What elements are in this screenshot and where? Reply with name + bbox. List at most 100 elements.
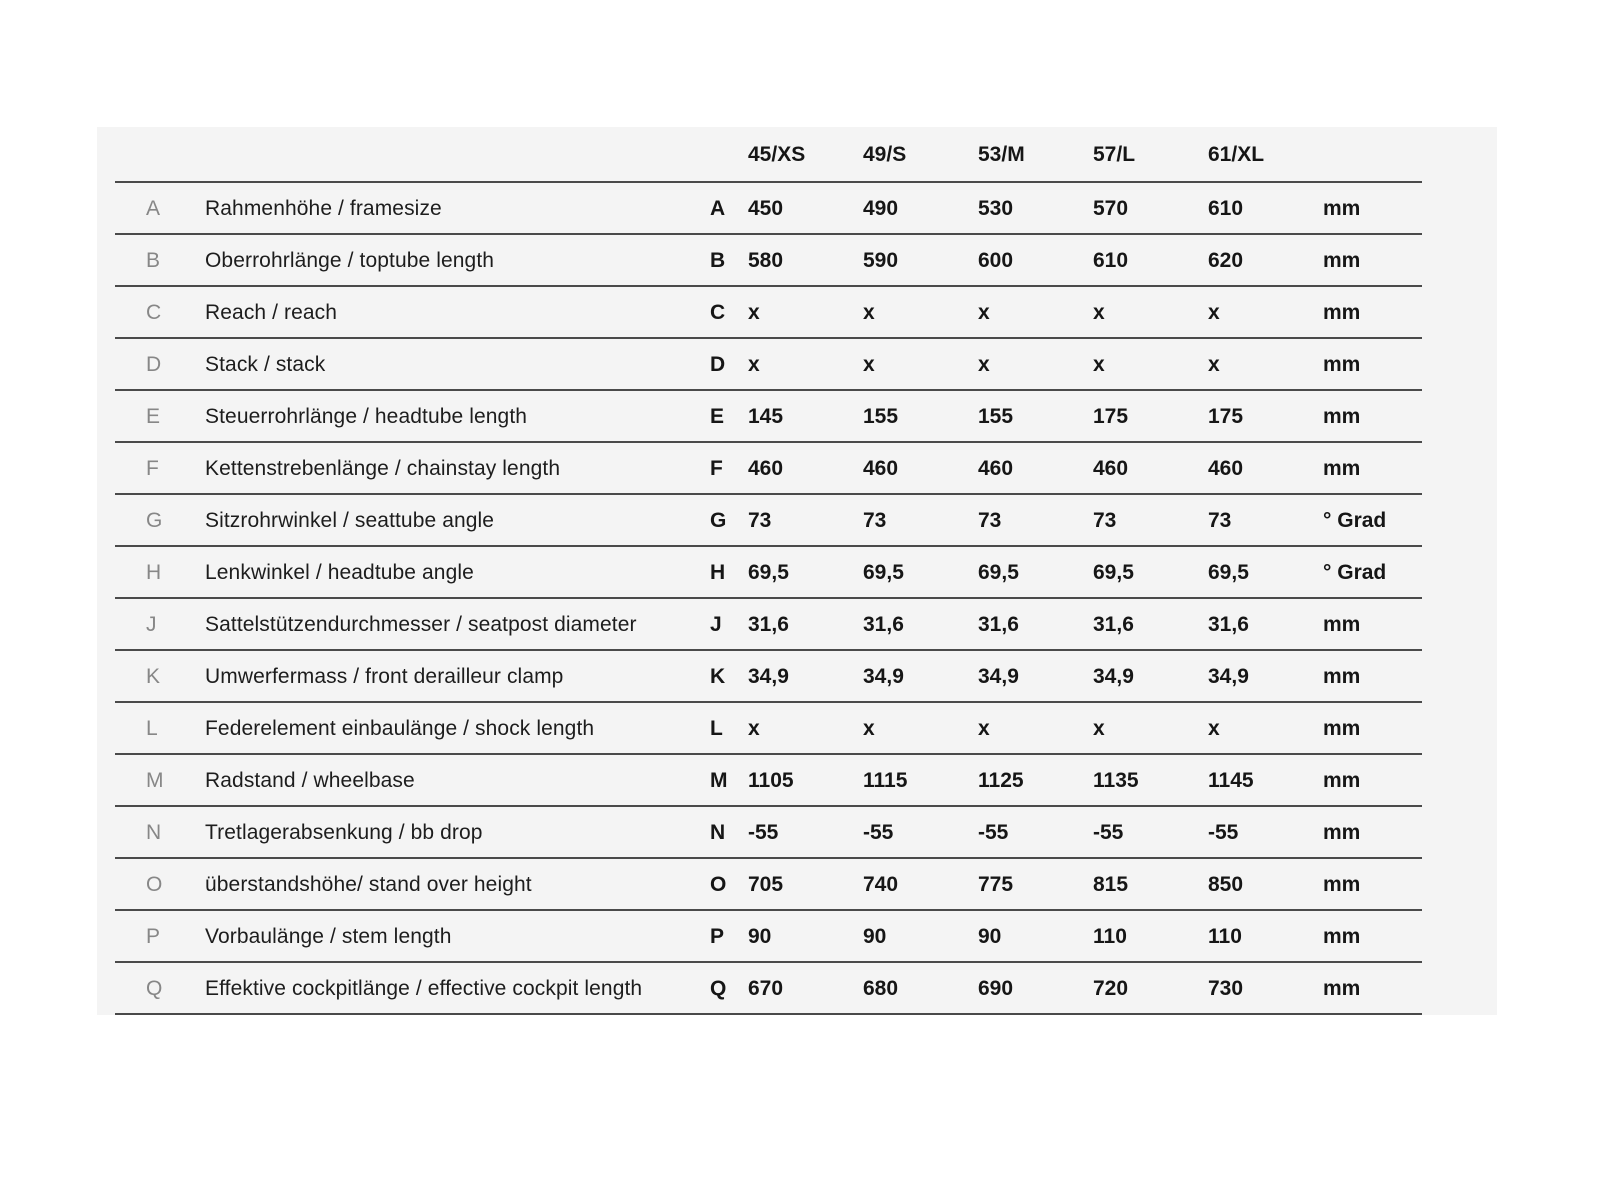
row-value: 31,6 — [1093, 612, 1134, 636]
row-letter-left: H — [146, 560, 162, 584]
row-letter-left: J — [146, 612, 157, 636]
row-value: 610 — [1093, 248, 1129, 272]
row-value: x — [978, 352, 990, 376]
row-value: 690 — [978, 976, 1014, 1000]
table-row: K Umwerfermass / front derailleur clamp K 3… — [115, 651, 1422, 703]
row-letter: L — [710, 716, 723, 740]
row-letter: D — [710, 352, 726, 376]
row-letter-left: L — [146, 716, 158, 740]
table-row: E Steuerrohrlänge / headtube length E 145 15… — [115, 391, 1422, 443]
row-value: 34,9 — [863, 664, 904, 688]
table-row: L Federelement einbaulänge / shock length… — [115, 703, 1422, 755]
row-value: 73 — [1208, 508, 1232, 532]
row-value: x — [1208, 300, 1220, 324]
table-row: J Sattelstützendurchmesser / seatpost dia… — [115, 599, 1422, 651]
row-letter: H — [710, 560, 726, 584]
row-value: 1135 — [1093, 768, 1139, 792]
row-letter-left: A — [146, 196, 161, 220]
row-label: Effektive cockpitlänge / effective cockp… — [205, 976, 643, 1000]
row-value: x — [748, 300, 760, 324]
row-letter-left: M — [146, 768, 164, 792]
row-label: Lenkwinkel / headtube angle — [205, 560, 474, 584]
row-value: x — [1093, 716, 1105, 740]
row-label: Sattelstützendurchmesser / seatpost diam… — [205, 612, 637, 636]
row-value: 69,5 — [1208, 560, 1249, 584]
table-row: B Oberrohrlänge / toptube length B 580 590 60… — [115, 235, 1422, 287]
row-value: 155 — [863, 404, 899, 428]
row-value: 620 — [1208, 248, 1244, 272]
row-value: 1105 — [748, 768, 794, 792]
row-value: 680 — [863, 976, 899, 1000]
row-value: x — [863, 300, 875, 324]
row-value: 775 — [978, 872, 1014, 896]
size-column-header: 49/S — [863, 142, 907, 166]
row-letter: C — [710, 300, 726, 324]
row-letter: M — [710, 768, 728, 792]
row-letter-left: P — [146, 924, 161, 948]
row-value: 600 — [978, 248, 1014, 272]
row-value: 460 — [748, 456, 784, 480]
row-label: Radstand / wheelbase — [205, 768, 415, 792]
table-row: F Kettenstrebenlänge / chainstay length F 4… — [115, 443, 1422, 495]
row-value: x — [1208, 716, 1220, 740]
row-label: Umwerfermass / front derailleur clamp — [205, 664, 564, 688]
row-label: Federelement einbaulänge / shock length — [205, 716, 595, 740]
row-value: 815 — [1093, 872, 1129, 896]
row-letter-left: K — [146, 664, 161, 688]
table-row: N Tretlagerabsenkung / bb drop N -55 -55 -55 -… — [115, 807, 1422, 859]
row-value: 73 — [748, 508, 772, 532]
row-letter-left: E — [146, 404, 161, 428]
row-letter: O — [710, 872, 727, 896]
row-value: 73 — [863, 508, 887, 532]
row-value: -55 — [748, 820, 779, 844]
size-column-header: 45/XS — [748, 142, 806, 166]
row-value: x — [863, 716, 875, 740]
row-value: x — [1208, 352, 1220, 376]
size-column-header: 53/M — [978, 142, 1025, 166]
row-letter: E — [710, 404, 725, 428]
row-unit: mm — [1323, 768, 1361, 792]
row-value: 110 — [1093, 924, 1127, 948]
row-label: Vorbaulänge / stem length — [205, 924, 452, 948]
table-row: A Rahmenhöhe / framesize A 450 490 530 570 610 m… — [115, 183, 1422, 235]
row-unit: mm — [1323, 820, 1361, 844]
row-value: 460 — [863, 456, 899, 480]
row-value: 740 — [863, 872, 899, 896]
row-value: x — [748, 716, 760, 740]
row-letter: K — [710, 664, 726, 688]
row-value: 490 — [863, 196, 899, 220]
size-column-header: 57/L — [1093, 142, 1136, 166]
row-value: 31,6 — [748, 612, 789, 636]
row-letter: P — [710, 924, 725, 948]
table-row: M Radstand / wheelbase M 1105 1115 1125 1135 11… — [115, 755, 1422, 807]
row-letter-left: F — [146, 456, 159, 480]
table-body: A Rahmenhöhe / framesize A 450 490 530 570 610 m… — [115, 183, 1422, 1015]
row-value: 530 — [978, 196, 1014, 220]
row-value: 705 — [748, 872, 784, 896]
row-value: 1115 — [863, 768, 908, 792]
row-value: x — [978, 300, 990, 324]
size-header-row: 45/XS 49/S 53/M 57/L 61/XL — [115, 127, 1422, 183]
row-value: 145 — [748, 404, 784, 428]
row-letter-left: B — [146, 248, 161, 272]
row-letter-left: O — [146, 872, 163, 896]
row-value: 69,5 — [748, 560, 789, 584]
row-value: 850 — [1208, 872, 1244, 896]
row-label: Kettenstrebenlänge / chainstay length — [205, 456, 561, 480]
row-label: Stack / stack — [205, 352, 326, 376]
row-letter: F — [710, 456, 723, 480]
row-value: 155 — [978, 404, 1014, 428]
row-unit: mm — [1323, 300, 1361, 324]
row-unit: mm — [1323, 716, 1361, 740]
row-value: 110 — [1208, 924, 1242, 948]
row-value: 73 — [978, 508, 1002, 532]
row-value: 90 — [748, 924, 772, 948]
row-letter: N — [710, 820, 726, 844]
row-value: 1125 — [978, 768, 1024, 792]
row-letter: B — [710, 248, 726, 272]
row-letter: G — [710, 508, 727, 532]
row-value: 31,6 — [863, 612, 904, 636]
